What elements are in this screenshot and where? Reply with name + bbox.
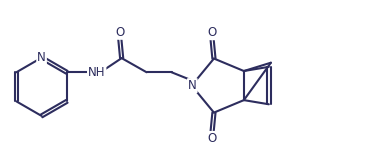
Text: O: O: [207, 132, 216, 145]
Text: N: N: [37, 51, 46, 64]
Text: O: O: [115, 26, 124, 39]
Text: N: N: [188, 79, 197, 92]
Text: NH: NH: [88, 66, 105, 79]
Text: O: O: [207, 26, 216, 39]
